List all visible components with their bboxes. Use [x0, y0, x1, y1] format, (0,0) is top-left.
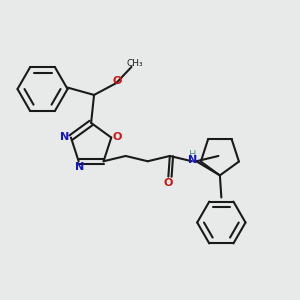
- Text: N: N: [60, 132, 69, 142]
- Text: O: O: [164, 178, 173, 188]
- Text: N: N: [188, 155, 198, 165]
- Text: N: N: [75, 162, 84, 172]
- Text: CH₃: CH₃: [126, 59, 143, 68]
- Text: H: H: [189, 150, 197, 160]
- Text: O: O: [112, 76, 122, 86]
- Text: O: O: [112, 132, 122, 142]
